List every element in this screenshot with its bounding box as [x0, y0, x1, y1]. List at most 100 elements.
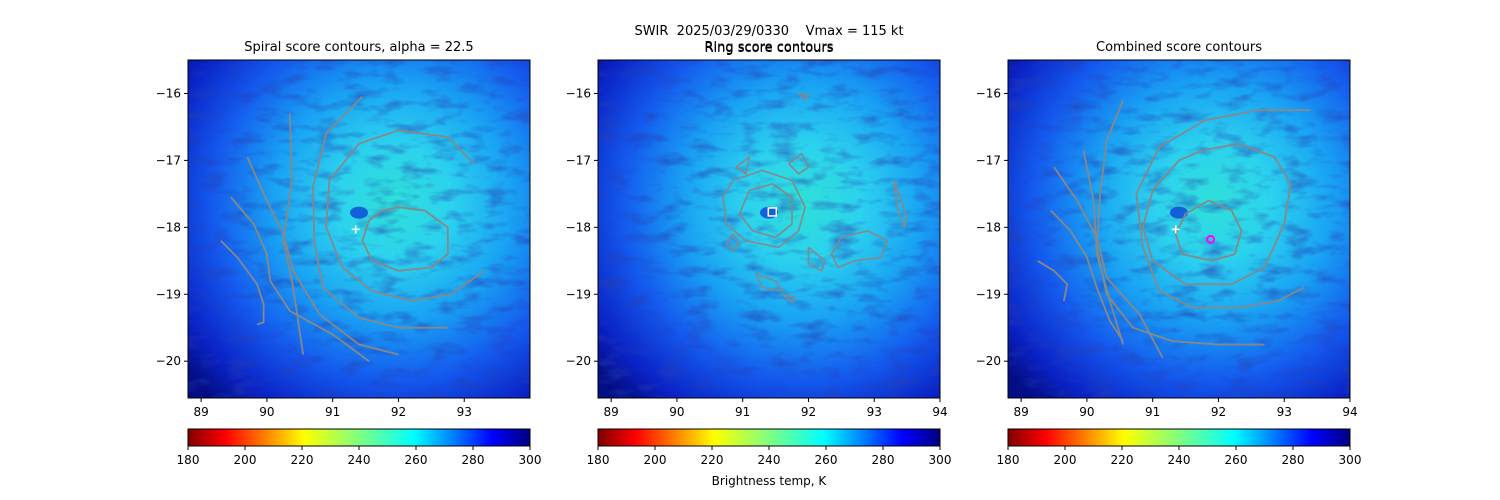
plot-area [188, 60, 530, 398]
colorbar-tick-label: 240 [758, 453, 781, 467]
colorbar-tick-label: 220 [701, 453, 724, 467]
contour-0 [361, 206, 449, 272]
spiral-panel: Spiral score contours, alpha = 22.5 89 90 9… [156, 40, 531, 419]
x-tick-label: 90 [669, 405, 684, 419]
colorbar-ring: 180 200 220 240 260 280 300 [587, 428, 952, 467]
colorbar-spiral: 180 200 220 240 260 280 300 [177, 428, 542, 467]
suptitle-line2: Ring score contours [704, 41, 833, 56]
contour-1 [722, 169, 806, 249]
y-tick-label: −18 [566, 220, 591, 234]
y-tick-label: −17 [566, 153, 591, 167]
x-tick-label: 93 [867, 405, 882, 419]
panel-title: Ring score contours [704, 40, 833, 55]
contour-3 [788, 152, 810, 175]
contour-2 [1135, 109, 1311, 309]
contour-5 [230, 196, 370, 362]
x-tick-label: 89 [604, 405, 619, 419]
x-tick-label: 91 [1145, 405, 1160, 419]
y-tick-label: −18 [976, 220, 1001, 234]
x-tick-label: 91 [325, 405, 340, 419]
x-tick-label: 89 [194, 405, 209, 419]
colorbar-tick-label: 280 [872, 453, 895, 467]
y-tick-label: −17 [976, 153, 1001, 167]
contour-8 [755, 273, 783, 292]
y-tick-label: −17 [156, 153, 181, 167]
plot-area [1008, 60, 1350, 398]
contour-0 [738, 183, 793, 239]
y-tick-label: −18 [156, 220, 181, 234]
axes-frame [1007, 59, 1351, 399]
y-tick-label: −16 [976, 86, 1001, 100]
y-tick-label: −20 [976, 354, 1001, 368]
center-marker [1171, 225, 1180, 234]
contour-3 [1095, 99, 1265, 346]
y-tick-label: −20 [156, 354, 181, 368]
cloud-texture [598, 60, 940, 398]
contour-10 [798, 92, 810, 101]
contour-6 [220, 240, 265, 326]
contour-9 [781, 293, 797, 304]
contour-2 [735, 156, 751, 175]
contour-7 [1037, 260, 1069, 302]
colorbar-tick-label: 300 [1339, 453, 1362, 467]
x-tick-label: 90 [259, 405, 274, 419]
colorbar-gradient [597, 428, 941, 447]
plot-area [598, 60, 940, 398]
x-tick-label: 94 [932, 405, 947, 419]
colorbar-gradient [1007, 428, 1351, 447]
colorbar-tick-label: 260 [405, 453, 428, 467]
contour-4 [1082, 150, 1124, 345]
suptitle-line1: SWIR 2025/03/29/0330 Vmax = 115 kt [634, 24, 903, 39]
x-tick-label: 92 [391, 405, 406, 419]
contour-2 [312, 96, 448, 329]
eye-feature [350, 206, 368, 219]
colorbar-tick-label: 240 [1168, 453, 1191, 467]
axes-frame [187, 59, 531, 399]
contour-4 [725, 233, 741, 252]
colorbar-tick-label: 200 [234, 453, 257, 467]
colorbar-tick-label: 220 [291, 453, 314, 467]
ring-center-marker [767, 207, 778, 217]
y-tick-label: −19 [156, 287, 181, 301]
colorbar-tick-label: 280 [1282, 453, 1305, 467]
y-tick-label: −19 [976, 287, 1001, 301]
panel-title: Combined score contours [1096, 40, 1262, 55]
contour-5 [1053, 166, 1164, 359]
x-tick-label: 94 [1342, 405, 1357, 419]
contour-7 [807, 246, 826, 272]
contour-1 [1141, 142, 1292, 286]
y-tick-label: −16 [566, 86, 591, 100]
x-tick-label: 91 [735, 405, 750, 419]
y-tick-label: −20 [566, 354, 591, 368]
colorbar-tick-label: 280 [462, 453, 485, 467]
contour-5 [830, 229, 889, 269]
colorbar-tick-label: 300 [929, 453, 952, 467]
contour-1 [325, 129, 485, 302]
colorbar-tick-label: 180 [997, 453, 1020, 467]
combined-panel: Combined score contours 89 90 91 92 93 94 −16 −1… [976, 40, 1358, 419]
colorbar-tick-label: 200 [1054, 453, 1077, 467]
x-tick-label: 89 [1014, 405, 1029, 419]
colorbar-tick-label: 300 [519, 453, 542, 467]
y-tick-label: −16 [156, 86, 181, 100]
colorbar-tick-label: 240 [348, 453, 371, 467]
contour-6 [893, 180, 908, 229]
x-tick-label: 93 [1277, 405, 1292, 419]
x-tick-label: 92 [801, 405, 816, 419]
panel-title: Spiral score contours, alpha = 22.5 [244, 40, 473, 55]
combined-center-marker [1206, 234, 1216, 244]
colorbar-label: Brightness temp, K [712, 474, 828, 488]
colorbar-tick-label: 180 [177, 453, 200, 467]
axes-frame [597, 59, 941, 399]
eye-feature [1170, 206, 1188, 219]
center-marker [351, 225, 360, 234]
colorbar-tick-label: 220 [1111, 453, 1134, 467]
contour-0 [1174, 199, 1243, 262]
contour-3 [282, 113, 304, 355]
contour-4 [246, 156, 399, 356]
contour-6 [1050, 209, 1124, 342]
colorbar-gradient [187, 428, 531, 447]
colorbar-combined: 180 200 220 240 260 280 300 [997, 428, 1362, 467]
colorbar-tick-label: 260 [1225, 453, 1248, 467]
